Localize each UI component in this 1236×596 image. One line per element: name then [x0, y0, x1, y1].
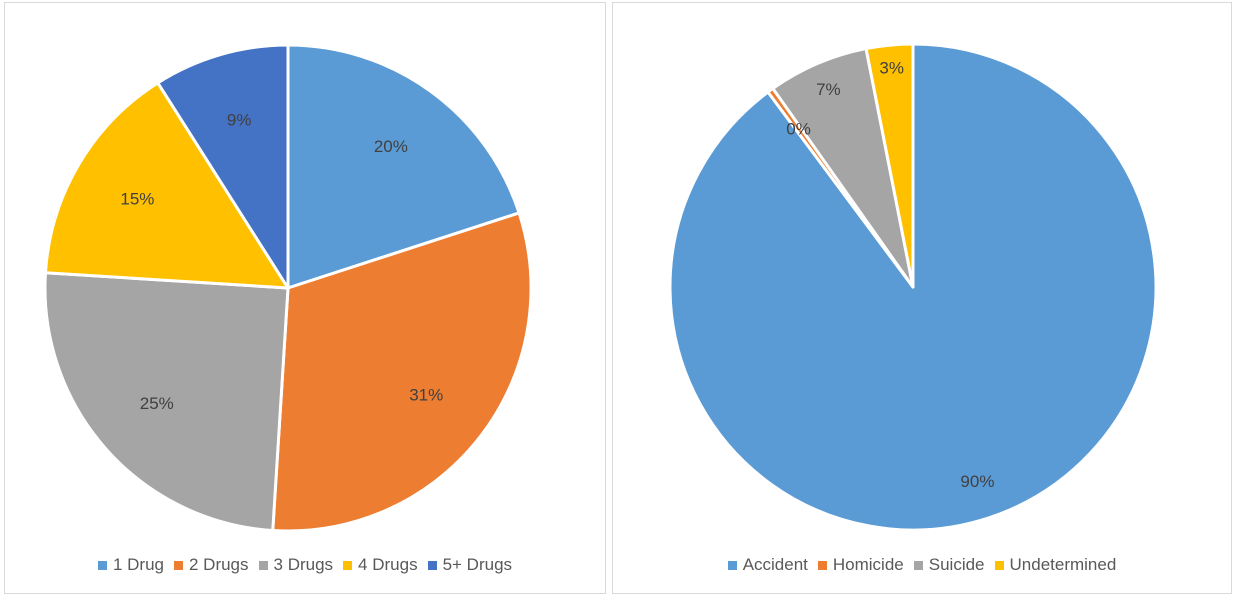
legend-label-1-drug: 1 Drug: [112, 555, 164, 574]
legend-item-homicide: Homicide: [817, 555, 904, 575]
legend-label-5plus-drugs: 5+ Drugs: [442, 555, 513, 574]
chart-panel-drug-count: 20% 31% 25% 15% 9% 1 Drug 2 Drugs 3 Drugs 4 Dru…: [4, 2, 606, 594]
legend-swatch-undetermined: [994, 560, 1004, 570]
data-label-suicide: 7%: [816, 80, 841, 99]
data-label-accident: 90%: [960, 472, 994, 491]
chart-panel-manner-of-death: 90% 0% 7% 3% Accident Homicide Suicide Undeter…: [612, 2, 1232, 594]
legend-label-accident: Accident: [742, 555, 808, 574]
legend-item-3-drugs: 3 Drugs: [258, 555, 334, 575]
legend-swatch-4-drugs: [343, 560, 353, 570]
legend-item-suicide: Suicide: [913, 555, 985, 575]
legend-item-accident: Accident: [727, 555, 808, 575]
pie-slice-undetermined: [864, 42, 915, 289]
legend-label-3-drugs: 3 Drugs: [273, 555, 334, 574]
legend-item-2-drugs: 2 Drugs: [173, 555, 249, 575]
legend-swatch-suicide: [913, 560, 923, 570]
legend-label-homicide: Homicide: [832, 555, 904, 574]
legend-swatch-5plus-drugs: [427, 560, 437, 570]
legend-drug-count: 1 Drug 2 Drugs 3 Drugs 4 Drugs 5+ Drugs: [5, 555, 605, 575]
pie-slice-2-drugs: [271, 211, 533, 533]
data-label-3-drugs: 25%: [140, 394, 174, 413]
legend-manner-of-death: Accident Homicide Suicide Undetermined: [613, 555, 1231, 575]
data-label-homicide: 0%: [786, 120, 811, 139]
pie-slice-1-drug: [286, 43, 521, 290]
data-label-1-drug: 20%: [374, 137, 408, 156]
legend-label-2-drugs: 2 Drugs: [188, 555, 249, 574]
pie-slice-4-drugs: [43, 81, 290, 290]
data-label-4-drugs: 15%: [120, 189, 154, 208]
data-label-5plus-drugs: 9%: [227, 110, 252, 129]
legend-label-undetermined: Undetermined: [1009, 555, 1117, 574]
pie-slice-5plus-drugs: [156, 43, 290, 290]
data-label-2-drugs: 31%: [409, 386, 443, 405]
legend-item-4-drugs: 4 Drugs: [343, 555, 418, 575]
legend-label-4-drugs: 4 Drugs: [358, 555, 418, 574]
legend-swatch-accident: [727, 560, 737, 570]
pie-slice-3-drugs: [43, 271, 290, 533]
pie-chart-manner-of-death: 90% 0% 7% 3%: [668, 42, 1158, 532]
pie-chart-drug-count: 20% 31% 25% 15% 9%: [43, 43, 533, 533]
legend-item-undetermined: Undetermined: [994, 555, 1117, 575]
legend-swatch-2-drugs: [173, 560, 183, 570]
legend-item-1-drug: 1 Drug: [97, 555, 164, 575]
legend-label-suicide: Suicide: [928, 555, 985, 574]
legend-swatch-1-drug: [97, 560, 107, 570]
data-label-undetermined: 3%: [879, 59, 904, 78]
legend-swatch-homicide: [817, 560, 827, 570]
legend-item-5plus-drugs: 5+ Drugs: [427, 555, 513, 575]
legend-swatch-3-drugs: [258, 560, 268, 570]
